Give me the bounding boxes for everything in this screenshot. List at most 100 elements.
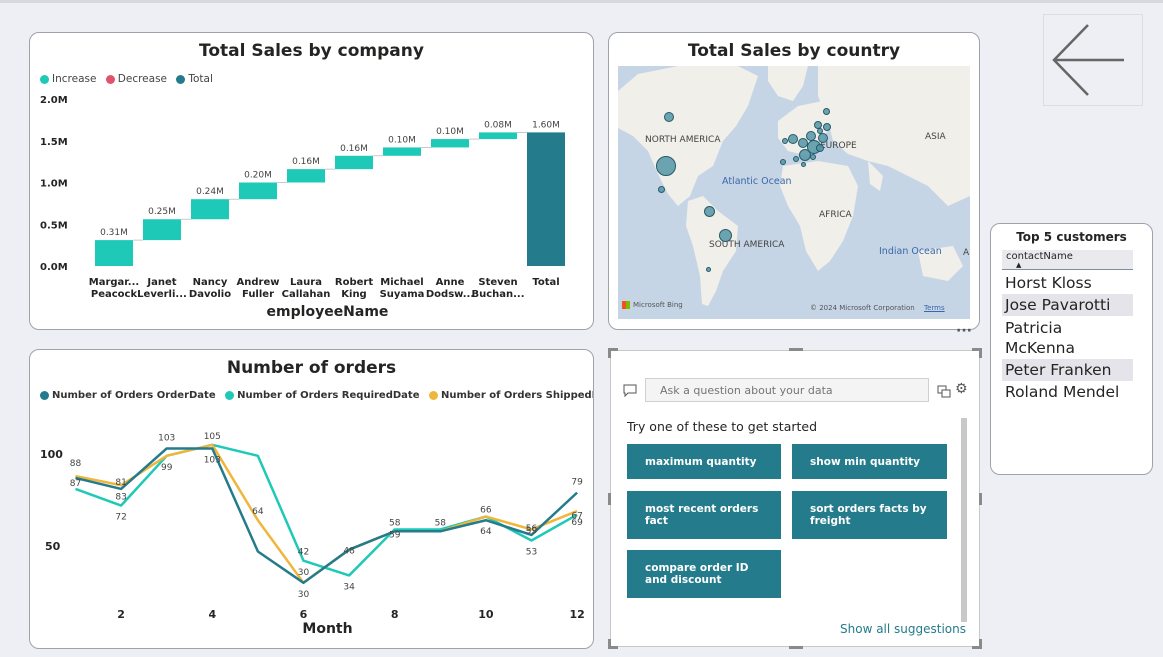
resize-handle[interactable] — [979, 493, 982, 505]
map-bubble[interactable] — [816, 144, 824, 152]
orders-legend: Number of Orders OrderDate Number of Ord… — [40, 390, 593, 403]
series-line — [75, 443, 578, 577]
map-bubble[interactable] — [793, 156, 799, 162]
map-bing-logo: Microsoft Bing — [622, 301, 683, 309]
resize-handle[interactable] — [979, 639, 982, 649]
map-bubble[interactable] — [719, 229, 732, 242]
resize-handle[interactable] — [972, 646, 982, 649]
legend-requireddate[interactable]: Number of Orders RequiredDate — [225, 390, 419, 401]
convert-visual-icon[interactable] — [937, 384, 951, 398]
legend-increase[interactable]: Increase — [40, 73, 96, 85]
settings-gear-icon[interactable]: ⚙ — [955, 381, 968, 397]
line-data-label: 83 — [115, 492, 126, 502]
label-europe: EUROPE — [820, 141, 857, 151]
waterfall-legend: Increase Decrease Total — [40, 73, 219, 87]
legend-decrease[interactable]: Decrease — [105, 73, 167, 85]
line-data-label: 30 — [298, 568, 310, 578]
resize-handle[interactable] — [972, 348, 982, 351]
show-all-suggestions-link[interactable]: Show all suggestions — [840, 622, 966, 636]
suggestion-maximum-quantity[interactable]: maximum quantity — [627, 444, 781, 479]
map-bubble[interactable] — [818, 133, 828, 143]
bar-data-label: 0.25M — [148, 207, 176, 217]
series-line — [75, 447, 578, 585]
suggestion-show-min-quantity[interactable]: show min quantity — [792, 444, 947, 479]
x-tick-label: Margar... — [89, 277, 139, 288]
label-asia: ASIA — [925, 132, 946, 142]
line-data-label: 67 — [571, 512, 582, 522]
column-header-contactname[interactable]: contactName ▲ — [1002, 250, 1133, 270]
suggestion-most-recent-orders-fact[interactable]: most recent orders fact — [627, 491, 781, 539]
line-data-label: 64 — [480, 527, 492, 537]
map-bubble[interactable] — [706, 267, 711, 272]
bar-data-label: 1.60M — [532, 120, 560, 130]
line-data-label: 66 — [480, 506, 492, 516]
legend-shippeddate[interactable]: Number of Orders ShippedDate — [428, 390, 593, 401]
x-tick-label: Suyama — [380, 289, 425, 300]
customer-row[interactable]: Roland Mendel — [1005, 383, 1120, 401]
map-bubble[interactable] — [823, 123, 831, 131]
map-bubble[interactable] — [788, 134, 798, 144]
top-customers-card[interactable]: Top 5 customers contactName ▲ Horst Klos… — [990, 223, 1153, 475]
legend-total[interactable]: Total — [176, 73, 213, 85]
waterfall-bar — [239, 182, 277, 200]
waterfall-bar — [95, 240, 133, 266]
bar-data-label: 0.16M — [292, 157, 320, 167]
line-data-label: 53 — [526, 547, 537, 557]
qa-question-input[interactable] — [645, 378, 929, 402]
map-copyright: © 2024 Microsoft Corporation — [810, 304, 915, 312]
suggestion-compare-order-id-and-discount[interactable]: compare order ID and discount — [627, 550, 781, 598]
qa-scrollbar[interactable] — [961, 418, 967, 622]
resize-handle[interactable] — [789, 348, 803, 351]
waterfall-chart[interactable]: 2.0M 1.5M 1.0M 0.5M 0.0M 0.31M Margar...Peacoc… — [30, 33, 593, 329]
waterfall-bar — [527, 132, 565, 266]
resize-handle[interactable] — [608, 646, 618, 649]
sales-by-country-card[interactable]: Total Sales by country NORTH AMERICA EUR… — [608, 32, 980, 330]
customer-row[interactable]: Peter Franken — [1002, 359, 1133, 381]
map-bubble[interactable] — [664, 112, 674, 122]
qa-visual-card[interactable]: ⚙ Try one of these to get started maximu… — [608, 348, 982, 649]
resize-handle[interactable] — [979, 348, 982, 358]
sales-by-company-card[interactable]: Total Sales by company Increase Decrease… — [29, 32, 594, 330]
legend-orderdate[interactable]: Number of Orders OrderDate — [40, 390, 216, 401]
map-bubble[interactable] — [658, 186, 665, 193]
x-tick-label: Dodsw... — [426, 289, 474, 300]
x-tick-label: Buchan... — [471, 289, 524, 300]
resize-handle[interactable] — [608, 348, 611, 358]
waterfall-bar — [287, 169, 325, 183]
x-tick-label: Callahan — [282, 289, 331, 300]
x-tick-label: 8 — [391, 608, 399, 621]
customer-row[interactable]: Patricia McKenna — [1005, 319, 1075, 357]
line-data-label: 88 — [70, 459, 82, 469]
waterfall-bar — [143, 219, 181, 241]
x-tick-label: 6 — [300, 608, 308, 621]
map-bubble[interactable] — [782, 138, 788, 144]
orders-line-chart[interactable]: 100 50 2 4 6 8 10 12 88 87 81 83 72 103 99 105 103 64 42 30… — [30, 350, 593, 648]
more-options-button[interactable]: ··· — [956, 323, 972, 339]
top-divider — [0, 0, 1163, 3]
resize-handle[interactable] — [608, 639, 611, 649]
suggestion-sort-orders-facts-by-freight[interactable]: sort orders facts by freight — [792, 491, 947, 539]
resize-handle[interactable] — [608, 493, 611, 505]
resize-handle[interactable] — [789, 646, 803, 649]
map-bubble[interactable] — [780, 159, 786, 165]
map-bubble[interactable] — [801, 162, 806, 167]
map-bubble[interactable] — [823, 108, 830, 115]
x-tick-label: Laura — [290, 277, 322, 288]
map-bubble[interactable] — [704, 206, 715, 217]
customer-row[interactable]: Jose Pavarotti — [1002, 294, 1133, 316]
map-bubble[interactable] — [656, 156, 676, 176]
x-tick-label: Steven — [478, 277, 517, 288]
resize-handle[interactable] — [608, 348, 618, 351]
y-tick-label: 2.0M — [40, 95, 68, 106]
world-map[interactable]: NORTH AMERICA EUROPE ASIA AFRICA SOUTH A… — [618, 66, 970, 319]
map-bubble[interactable] — [810, 154, 816, 160]
bar-data-label: 0.08M — [484, 120, 512, 130]
x-tick-label: Anne — [436, 277, 465, 288]
line-data-label: 48 — [343, 547, 355, 557]
back-button[interactable] — [1043, 14, 1143, 106]
customer-row[interactable]: Horst Kloss — [1005, 274, 1092, 292]
map-terms-link[interactable]: Terms — [924, 304, 945, 312]
x-tick-label: Peacock — [91, 289, 138, 300]
number-of-orders-card[interactable]: Number of orders Number of Orders OrderD… — [29, 349, 594, 649]
y-tick-label: 1.5M — [40, 137, 68, 148]
